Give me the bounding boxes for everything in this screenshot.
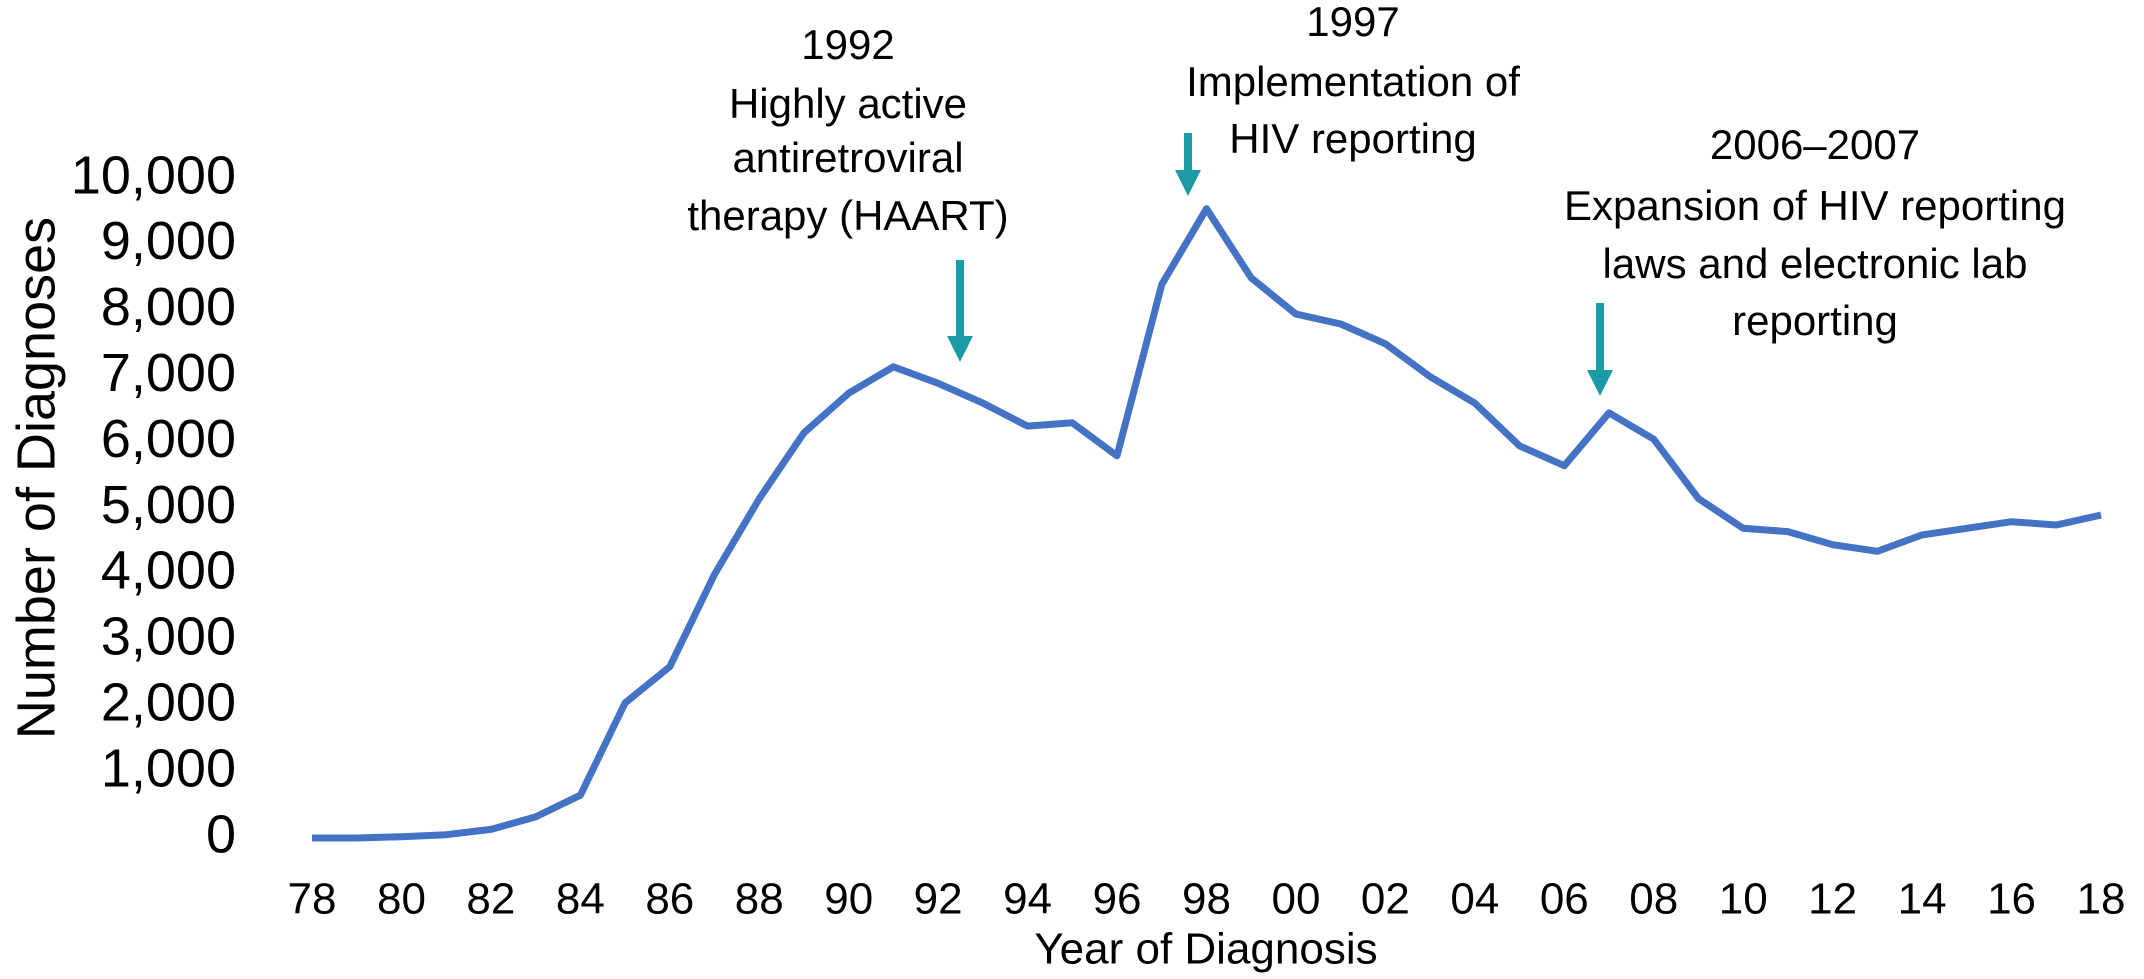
y-tick-label: 2,000	[101, 672, 236, 732]
x-axis-title: Year of Diagnosis	[1034, 925, 1377, 974]
annotation-text: antiretroviral	[732, 134, 963, 181]
annotation-text: 1992	[801, 21, 894, 68]
annotation-text: Implementation of	[1186, 58, 1520, 105]
x-tick-label: 12	[1808, 875, 1857, 924]
y-tick-label: 3,000	[101, 607, 236, 667]
x-tick-label: 92	[914, 875, 963, 924]
y-tick-label: 7,000	[101, 343, 236, 403]
y-tick-label: 9,000	[101, 211, 236, 271]
x-tick-label: 14	[1898, 875, 1947, 924]
annotation-text: Expansion of HIV reporting	[1564, 182, 2066, 229]
annotation-text: reporting	[1732, 297, 1898, 344]
annotation-arrow-head	[1175, 170, 1201, 196]
x-tick-label: 16	[1987, 875, 2036, 924]
x-tick-label: 10	[1719, 875, 1768, 924]
y-tick-label: 10,000	[71, 145, 236, 205]
annotation-text: therapy (HAART)	[687, 192, 1008, 239]
x-tick-label: 98	[1182, 875, 1231, 924]
x-tick-label: 96	[1093, 875, 1142, 924]
data-line	[312, 205, 2102, 842]
y-tick-label: 6,000	[101, 409, 236, 469]
x-tick-label: 94	[1003, 875, 1052, 924]
x-tick-label: 80	[377, 875, 426, 924]
y-tick-label: 1,000	[101, 738, 236, 798]
x-tick-label: 86	[645, 875, 694, 924]
x-tick-label: 78	[288, 875, 337, 924]
y-tick-label: 0	[206, 804, 236, 864]
x-tick-label: 06	[1540, 875, 1589, 924]
x-tick-label: 02	[1361, 875, 1410, 924]
y-tick-label: 8,000	[101, 277, 236, 337]
y-axis-title: Number of Diagnoses	[6, 217, 66, 739]
x-tick-label: 82	[466, 875, 515, 924]
x-tick-label: 88	[735, 875, 784, 924]
annotation-text: 2006–2007	[1710, 121, 1920, 168]
annotation-arrow-head	[947, 336, 973, 362]
x-tick-label: 84	[556, 875, 605, 924]
y-tick-label: 4,000	[101, 541, 236, 601]
x-tick-label: 90	[824, 875, 873, 924]
annotation-text: HIV reporting	[1229, 115, 1476, 162]
x-tick-label: 08	[1629, 875, 1678, 924]
x-tick-label: 04	[1450, 875, 1499, 924]
annotation-text: laws and electronic lab	[1603, 240, 2028, 287]
x-tick-label: 00	[1271, 875, 1320, 924]
y-tick-label: 5,000	[101, 475, 236, 535]
annotation-arrow-head	[1587, 370, 1613, 396]
x-tick-label: 18	[2077, 875, 2126, 924]
annotation-text: 1997	[1306, 0, 1399, 45]
annotation-text: Highly active	[729, 80, 967, 127]
